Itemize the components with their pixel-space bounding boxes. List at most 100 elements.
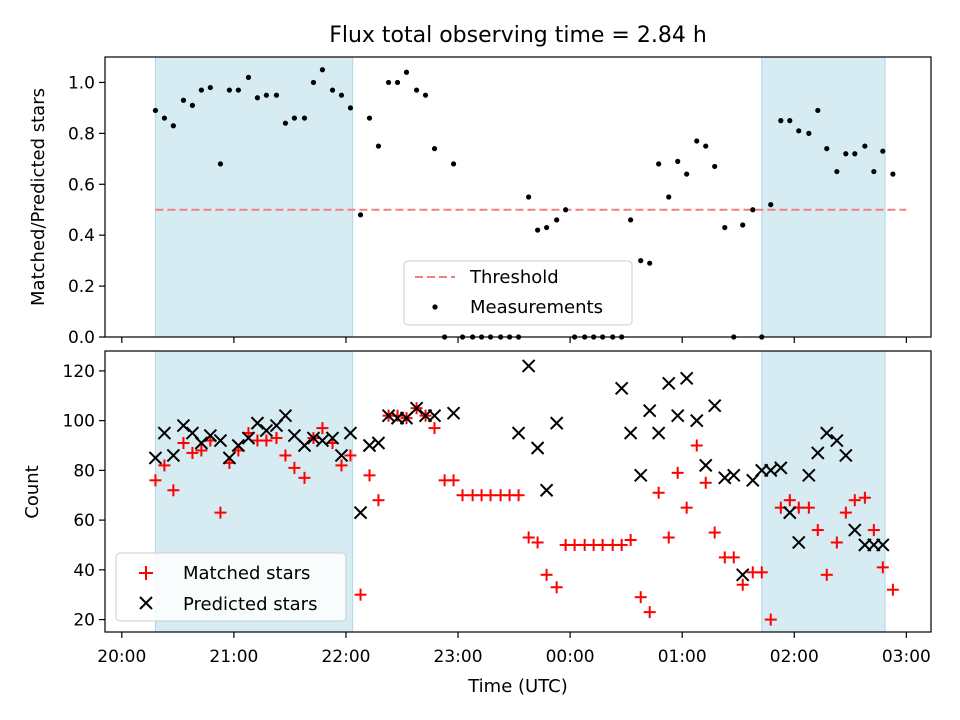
legend-matched-swatch — [139, 566, 153, 580]
matched-star-marker — [149, 474, 162, 487]
matched-star-marker — [839, 506, 852, 519]
y-tick-label: 0.8 — [68, 124, 95, 144]
predicted-star-marker — [259, 423, 274, 438]
predicted-star-marker — [623, 426, 638, 440]
measurement-point — [319, 67, 326, 73]
matched-star-marker — [755, 566, 768, 579]
measurement-point — [656, 161, 662, 167]
predicted-marker-b — [774, 461, 788, 475]
measurement-point — [422, 92, 429, 98]
predicted-star-marker — [521, 359, 536, 373]
matched-star-marker — [335, 459, 348, 472]
x-tick-label: 23:00 — [434, 647, 483, 667]
measurement-point — [375, 143, 382, 149]
y-tick-label: 0.0 — [68, 328, 95, 348]
predicted-star-marker — [811, 446, 825, 460]
predicted-marker-b — [549, 416, 564, 430]
bottom-legend: Matched stars Predicted stars — [115, 552, 347, 622]
matched-star-marker — [848, 494, 861, 507]
measurement-point — [834, 168, 840, 175]
matched-star-marker — [727, 551, 740, 564]
matched-star-marker — [652, 486, 665, 499]
predicted-marker-b — [334, 448, 349, 463]
y-tick-label: 100 — [63, 412, 95, 432]
measurement-point — [703, 143, 709, 149]
y-tick-label: 60 — [73, 511, 95, 531]
measurement-point — [694, 138, 700, 144]
shaded-band — [154, 56, 354, 338]
predicted-marker-b — [259, 423, 274, 438]
measurement-point — [768, 202, 774, 208]
measurement-point — [787, 118, 793, 124]
predicted-star-marker — [353, 505, 368, 520]
predicted-marker-b — [690, 413, 704, 428]
predicted-marker-b — [820, 426, 834, 440]
x-axis-label: Time (UTC) — [467, 676, 568, 697]
predicted-marker-b — [634, 468, 648, 483]
top-legend: Threshold Measurements — [403, 260, 633, 326]
predicted-marker-b — [371, 436, 386, 450]
predicted-star-marker — [241, 431, 256, 445]
measurement-point — [338, 92, 345, 98]
matched-star-marker — [550, 581, 563, 594]
measurement-point — [740, 222, 746, 228]
measurement-point — [815, 107, 821, 114]
measurement-point — [207, 84, 213, 91]
predicted-marker-b — [231, 438, 246, 453]
predicted-marker-b — [707, 399, 722, 413]
y-tick-label: 0.4 — [68, 226, 95, 246]
predicted-marker-b — [287, 428, 302, 443]
measurement-point — [226, 87, 233, 93]
measurement-point — [161, 115, 168, 121]
predicted-star-marker — [250, 416, 265, 430]
predicted-star-marker — [409, 401, 424, 415]
measurement-point — [310, 79, 317, 86]
matched-star-marker — [288, 461, 301, 474]
predicted-marker-b — [194, 436, 209, 450]
predicted-star-marker — [774, 461, 788, 475]
predicted-star-marker — [671, 408, 685, 423]
measurement-point — [394, 79, 401, 86]
predicted-star-marker — [446, 406, 461, 420]
matched-star-marker — [195, 444, 208, 457]
predicted-star-marker — [334, 448, 349, 463]
matched-star-marker — [764, 613, 777, 626]
predicted-star-marker — [194, 436, 209, 450]
measurement-point — [301, 115, 308, 121]
predicted-star-marker — [213, 433, 228, 448]
predicted-star-marker — [783, 505, 797, 520]
matched-star-marker — [298, 471, 311, 484]
predicted-star-marker — [802, 468, 816, 483]
measurement-point — [796, 128, 802, 134]
predicted-marker-b — [157, 426, 172, 440]
predicted-marker-b — [783, 505, 797, 520]
measurement-point — [666, 194, 672, 200]
predicted-star-marker — [662, 376, 676, 391]
predicted-star-marker — [315, 433, 330, 448]
measurement-point — [543, 224, 550, 231]
top-y-axis-label: Matched/Predicted stars — [28, 88, 49, 306]
predicted-marker-b — [671, 408, 685, 423]
predicted-marker-b — [250, 416, 265, 430]
predicted-marker-b — [642, 403, 657, 418]
measurement-point — [431, 146, 438, 152]
predicted-marker-b — [176, 418, 191, 433]
predicted-marker-b — [427, 408, 442, 423]
measurement-point — [712, 163, 718, 170]
predicted-star-marker — [148, 451, 163, 465]
predicted-star-marker — [427, 408, 442, 423]
predicted-marker-b — [839, 448, 853, 463]
measurement-point — [535, 227, 541, 233]
matched-star-marker — [662, 531, 675, 544]
predicted-marker-b — [623, 426, 638, 440]
matched-star-marker — [643, 606, 656, 619]
measurement-point — [291, 115, 298, 121]
x-tick-label: 22:00 — [321, 647, 370, 667]
predicted-marker-b — [185, 426, 200, 440]
top-x-ticks — [121, 337, 907, 343]
legend-predicted-swatch — [139, 596, 153, 610]
matched-star-marker — [428, 422, 441, 435]
predicted-star-marker — [203, 428, 218, 443]
matched-star-marker — [344, 449, 357, 462]
